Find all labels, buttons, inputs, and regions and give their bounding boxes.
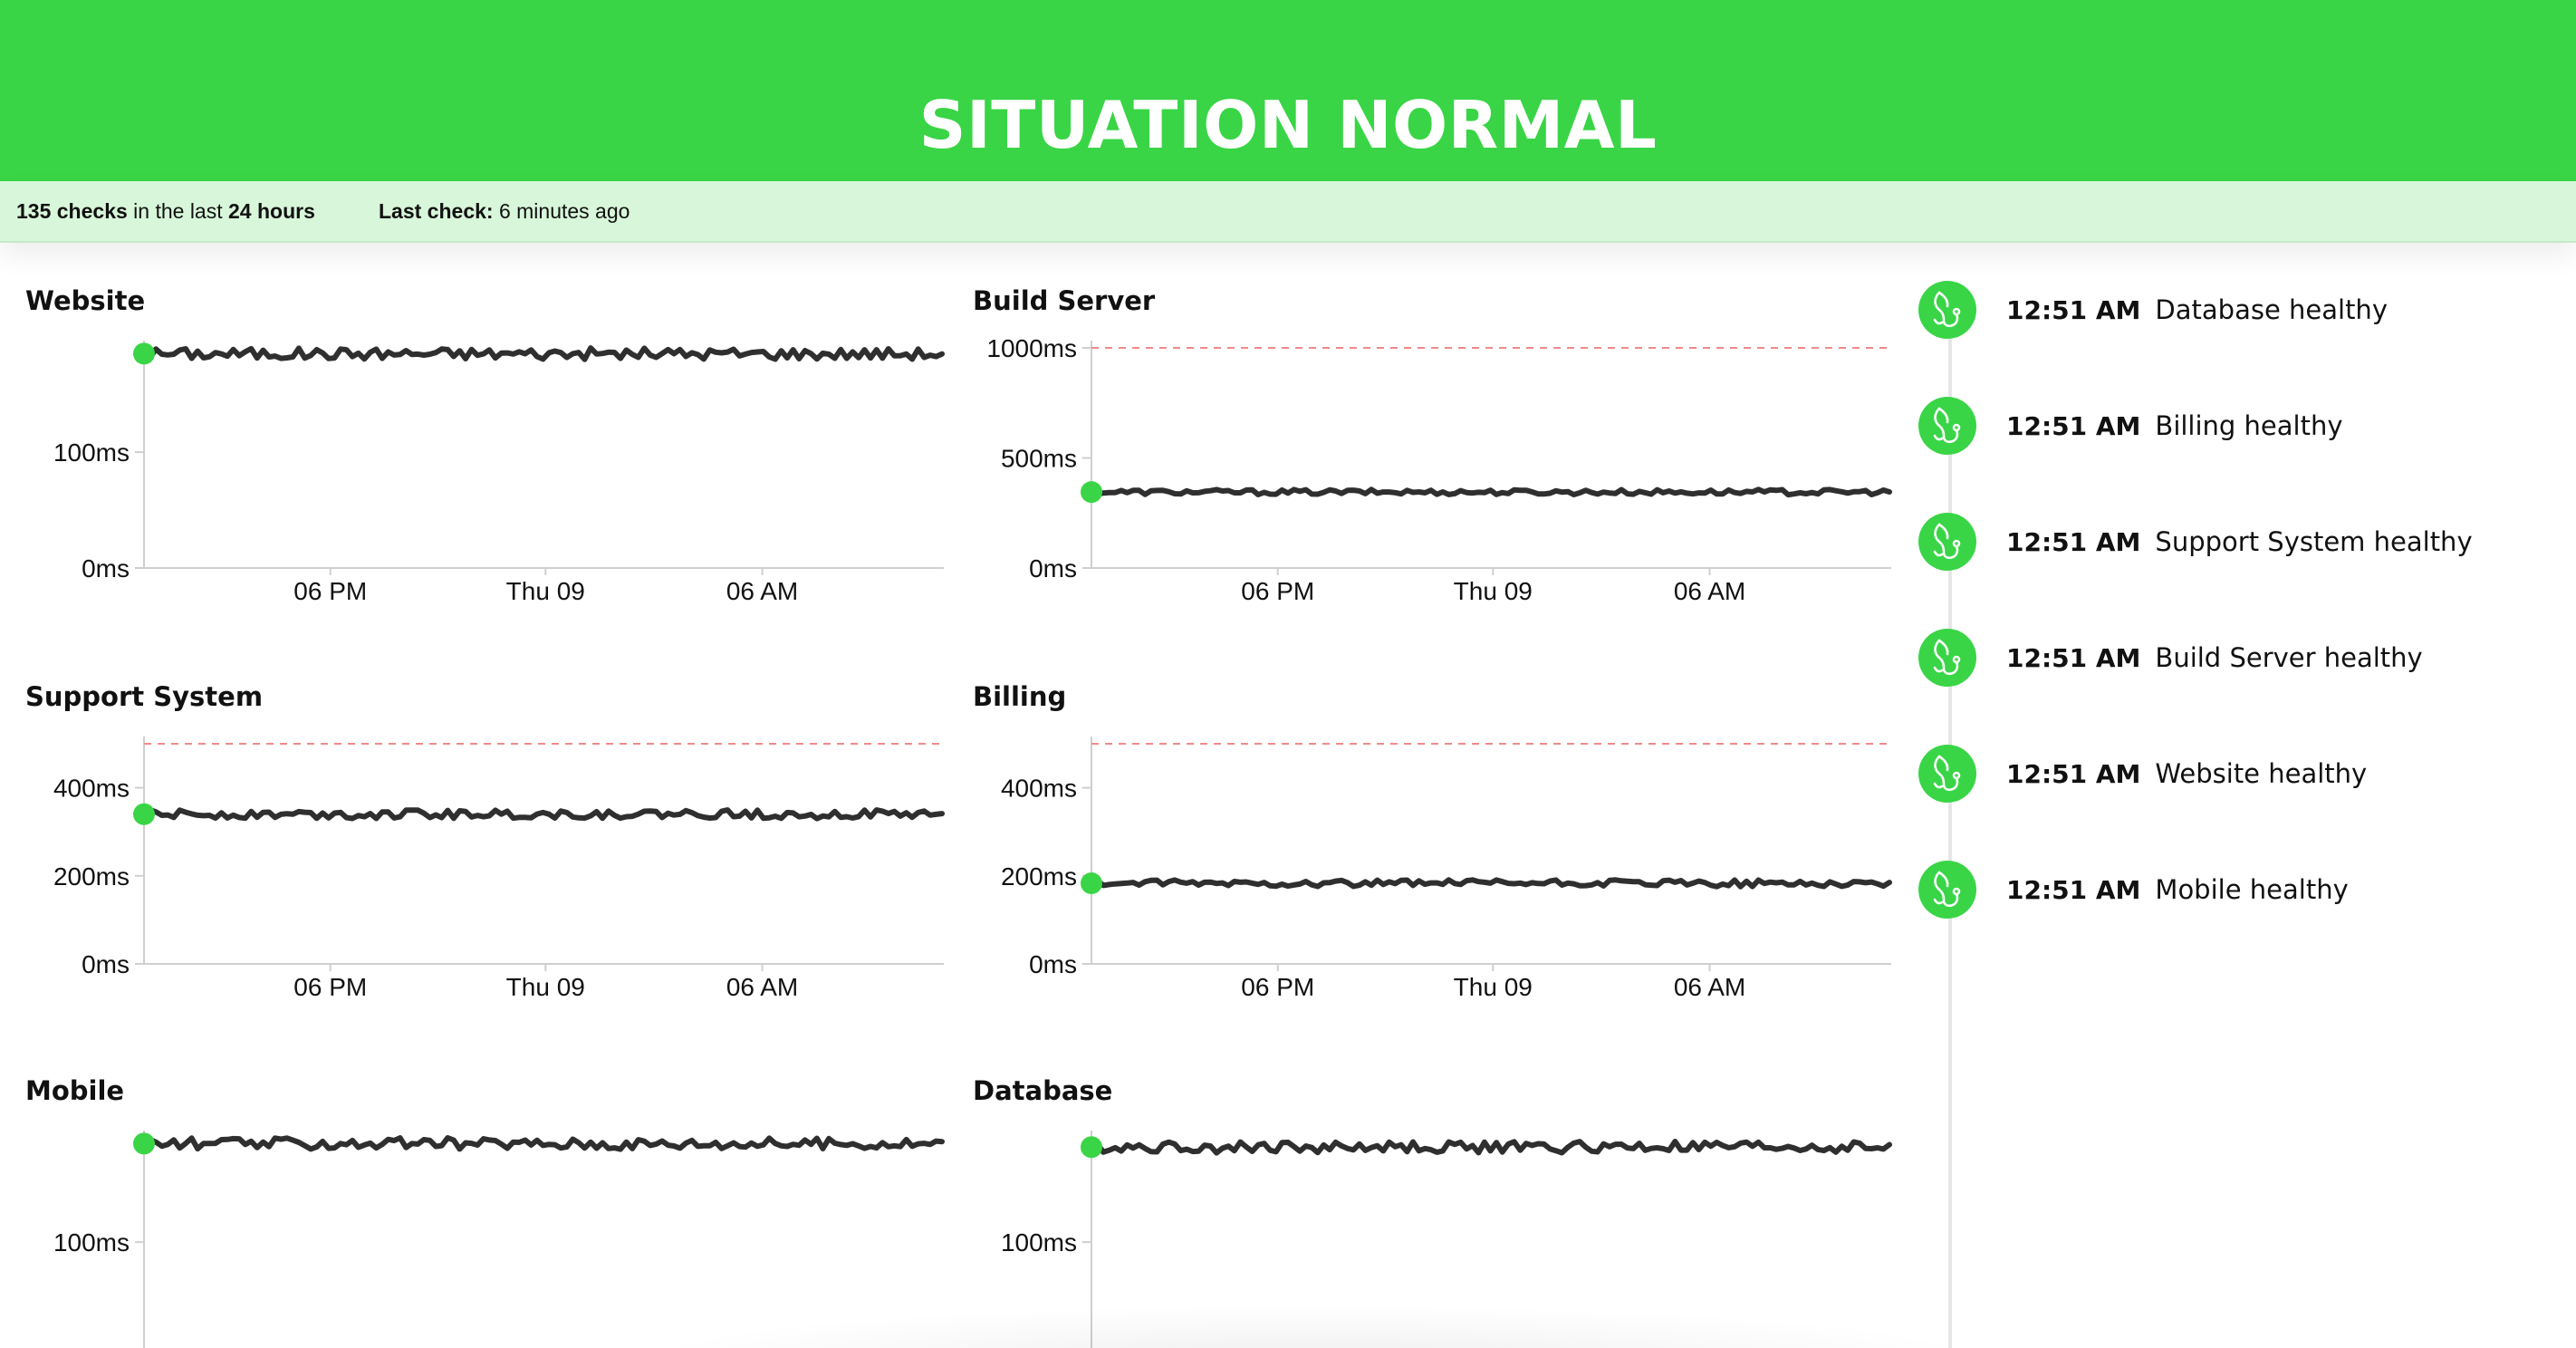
event-text: Database healthy (2155, 294, 2388, 325)
stethoscope-icon (1918, 281, 1976, 339)
y-tick-label: 200ms (53, 862, 130, 891)
x-tick-label: 06 AM (1674, 577, 1745, 605)
x-tick-label: Thu 09 (1454, 577, 1533, 605)
chart-billing: Billing 0ms 200ms 400ms 06 PM Thu 09 06 AM (973, 681, 1892, 1001)
x-tick-label: 06 PM (293, 577, 367, 605)
latest-check-dot (133, 803, 155, 825)
event-item: 12:51 AM Database healthy (1918, 281, 2388, 339)
event-time: 12:51 AM (2006, 526, 2141, 557)
event-item: 12:51 AM Website healthy (1918, 745, 2367, 803)
status-banner: SITUATION NORMAL (0, 0, 2576, 181)
chart-title: Website (25, 285, 145, 316)
event-item: 12:51 AM Mobile healthy (1918, 861, 2349, 919)
timeline-rail (1948, 299, 1952, 1348)
chart-title: Support System (25, 681, 263, 712)
chart-title: Database (973, 1075, 1112, 1106)
stethoscope-icon (1918, 513, 1976, 571)
event-time: 12:51 AM (2006, 874, 2141, 905)
y-tick-label: 100ms (1001, 1228, 1077, 1257)
event-time: 12:51 AM (2006, 758, 2141, 789)
checks-count: 135 checks (16, 198, 128, 223)
stethoscope-icon (1918, 745, 1976, 803)
response-time-line (1089, 877, 1892, 890)
chart-support-system: Support System 0ms 200ms 400ms 06 PM Thu 09 06… (25, 681, 945, 1001)
x-tick-label: Thu 09 (506, 973, 585, 1001)
y-tick-label: 0ms (1029, 554, 1077, 583)
chart-mobile: Mobile 100ms (25, 1075, 945, 1348)
y-tick-label: 0ms (1029, 950, 1077, 978)
checks-period: 24 hours (228, 198, 315, 223)
latest-check-dot (1081, 481, 1102, 504)
x-tick-label: Thu 09 (1454, 973, 1533, 1001)
x-tick-label: 06 PM (1241, 973, 1314, 1001)
last-check-value: 6 minutes ago (493, 198, 630, 223)
stethoscope-icon (1918, 397, 1976, 455)
chart-title: Mobile (25, 1075, 124, 1106)
y-tick-label: 100ms (53, 438, 130, 467)
y-tick-label: 100ms (53, 1228, 130, 1257)
response-time-line (141, 345, 945, 362)
event-item: 12:51 AM Billing healthy (1918, 397, 2343, 455)
summary-bar: 135 checks in the last 24 hours Last che… (0, 181, 2576, 243)
response-time-line (141, 1135, 945, 1152)
event-item: 12:51 AM Build Server healthy (1918, 629, 2423, 687)
y-tick-label: 0ms (82, 950, 130, 978)
checks-middle-text: in the last (127, 198, 229, 223)
event-time: 12:51 AM (2006, 642, 2141, 673)
response-time-line (141, 807, 945, 822)
chart-website: Website 0ms 100ms 06 PM Thu 09 06 AM (25, 285, 945, 605)
last-check: Last check: 6 minutes ago (379, 199, 630, 224)
response-time-line (1089, 1139, 1892, 1156)
latest-check-dot (1081, 1136, 1102, 1159)
chart-title: Billing (973, 681, 1066, 712)
y-tick-label: 200ms (1001, 862, 1077, 891)
latest-check-dot (1081, 872, 1102, 895)
y-tick-label: 1000ms (986, 334, 1077, 362)
stethoscope-icon (1918, 629, 1976, 687)
event-time: 12:51 AM (2006, 410, 2141, 441)
y-tick-label: 400ms (53, 775, 130, 803)
checks-summary: 135 checks in the last 24 hours (16, 199, 315, 224)
chart-database: Database 100ms (973, 1075, 1892, 1348)
event-text: Billing healthy (2155, 410, 2343, 441)
banner-title: SITUATION NORMAL (918, 87, 1658, 163)
y-tick-label: 500ms (1001, 445, 1077, 473)
x-tick-label: 06 AM (1674, 973, 1745, 1001)
x-tick-label: 06 PM (293, 973, 367, 1001)
x-tick-label: 06 AM (726, 973, 798, 1001)
chart-build-server: Build Server 0ms 500ms 1000ms 06 PM Thu 09 06 … (973, 285, 1892, 605)
stethoscope-icon (1918, 861, 1976, 919)
y-tick-label: 400ms (1001, 775, 1077, 803)
x-tick-label: Thu 09 (506, 577, 585, 605)
x-tick-label: 06 AM (726, 577, 798, 605)
event-text: Support System healthy (2155, 526, 2473, 557)
event-text: Mobile healthy (2155, 874, 2349, 905)
response-time-line (1089, 486, 1892, 498)
last-check-label: Last check: (379, 198, 494, 223)
x-tick-label: 06 PM (1241, 577, 1314, 605)
event-text: Build Server healthy (2155, 642, 2423, 673)
y-tick-label: 0ms (82, 554, 130, 583)
event-text: Website healthy (2155, 758, 2368, 789)
chart-title: Build Server (973, 285, 1156, 316)
latest-check-dot (133, 1132, 155, 1155)
event-item: 12:51 AM Support System healthy (1918, 513, 2473, 571)
latest-check-dot (133, 342, 155, 365)
event-time: 12:51 AM (2006, 294, 2141, 325)
